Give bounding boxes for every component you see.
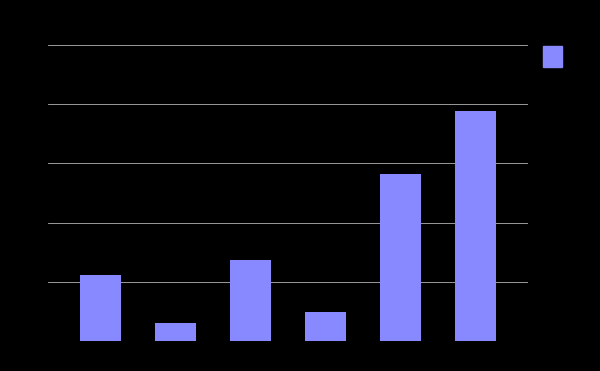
Bar xyxy=(380,174,421,341)
Bar xyxy=(155,323,196,341)
Bar xyxy=(455,111,496,341)
Bar xyxy=(230,260,271,341)
Bar xyxy=(305,312,346,341)
Bar xyxy=(80,275,121,341)
